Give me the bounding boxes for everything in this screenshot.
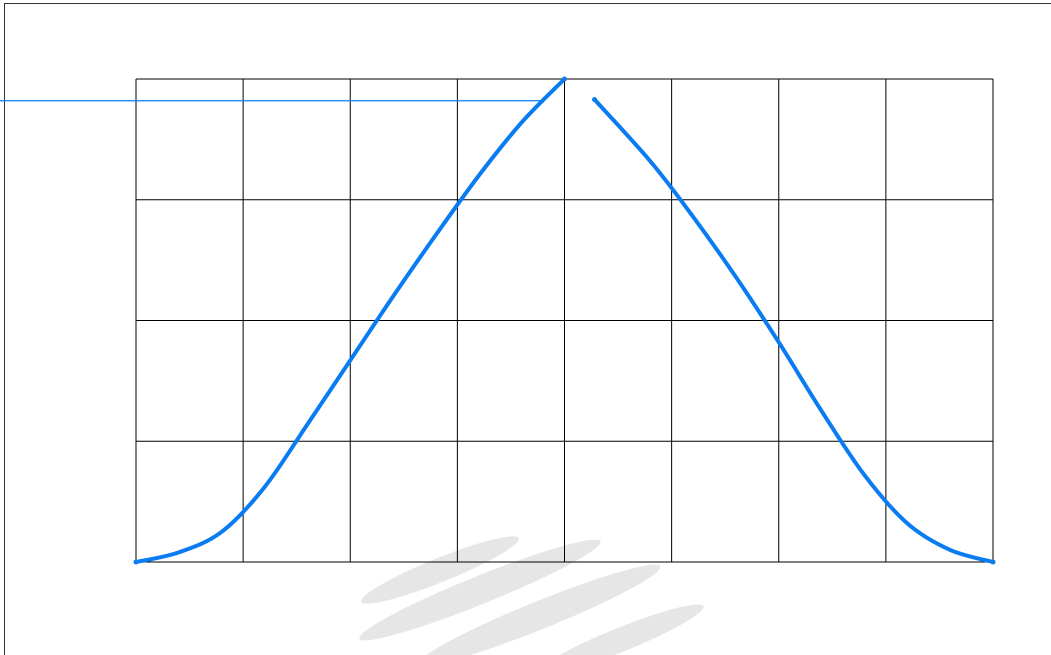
watermark-swooshes <box>359 536 704 655</box>
series-group <box>0 76 996 565</box>
series-endpoint <box>990 559 996 565</box>
series-endpoint <box>133 559 139 565</box>
series-line-segment-1 <box>134 77 567 564</box>
series-line-segment-2 <box>592 97 995 564</box>
series-endpoint <box>591 97 597 103</box>
plot-window <box>4 3 1051 655</box>
series-endpoint <box>562 76 567 82</box>
